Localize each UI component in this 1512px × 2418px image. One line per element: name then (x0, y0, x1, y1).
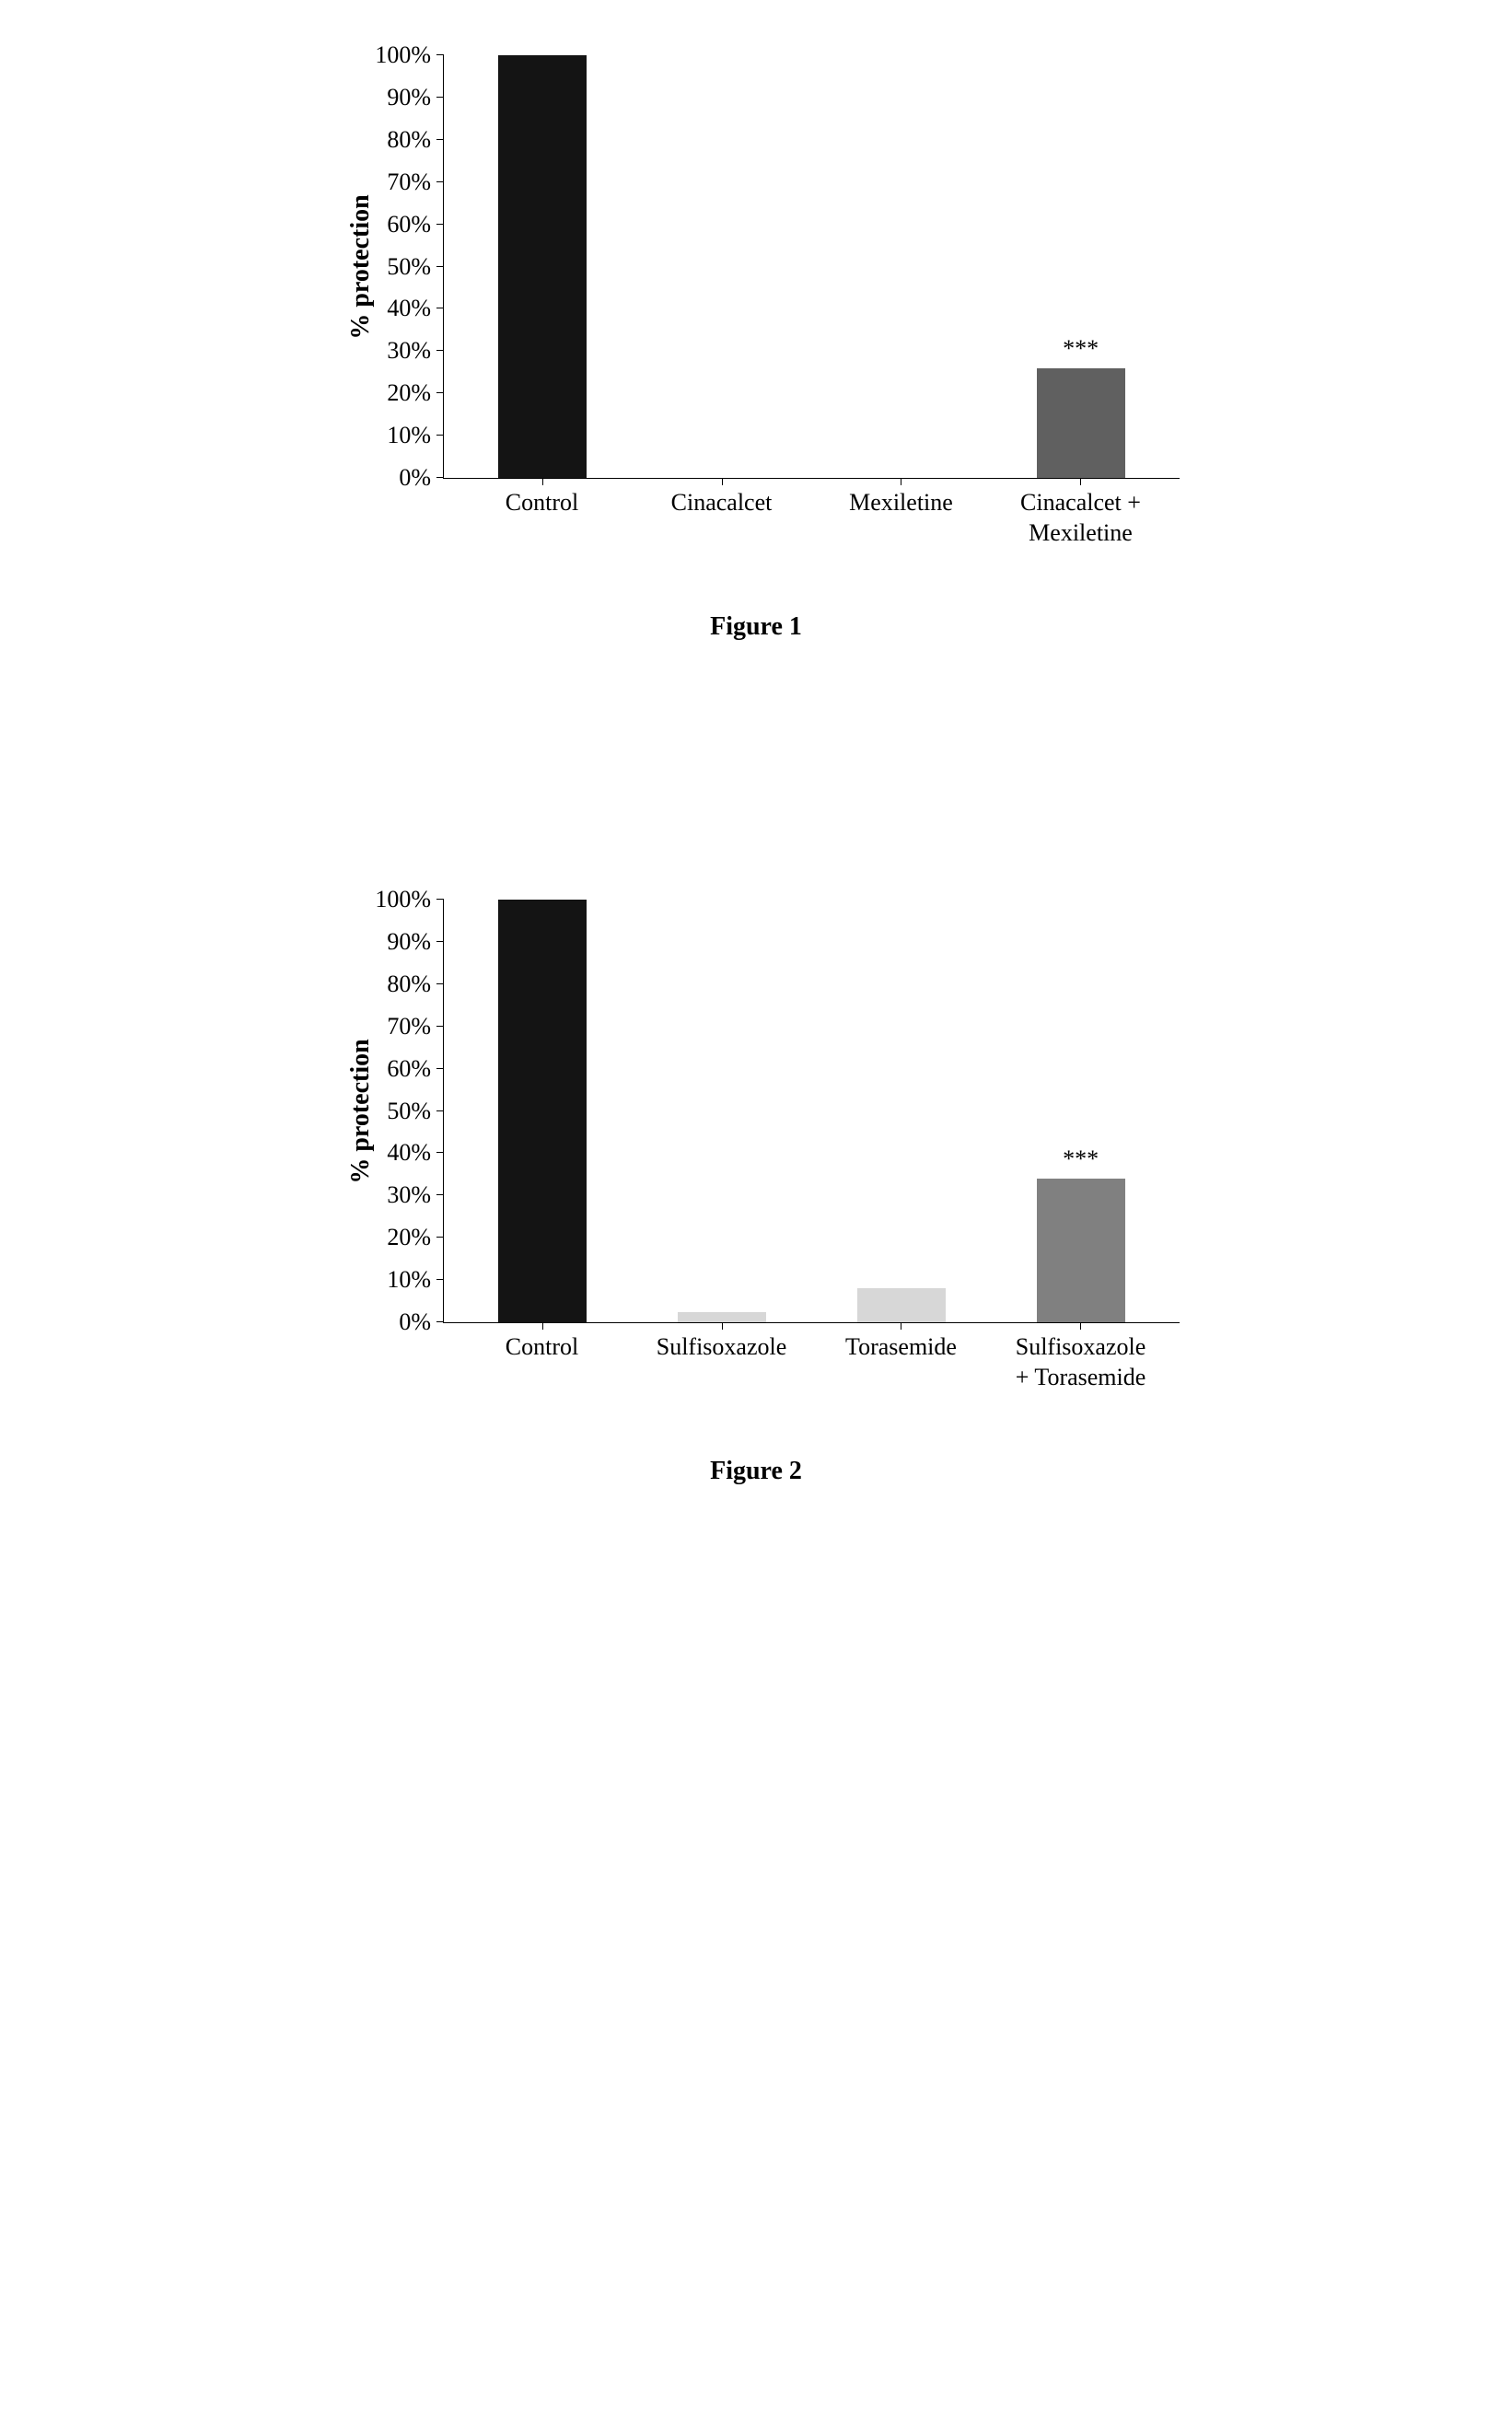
x-axis-label: Sulfisoxazole (632, 1323, 811, 1392)
y-tick-label: 80% (387, 126, 431, 154)
x-axis-label: Torasemide (811, 1323, 991, 1392)
x-tick-row (444, 478, 1180, 485)
y-tick-label: 100% (375, 886, 431, 913)
x-tick (542, 1322, 543, 1330)
figure-block: % protection 0% 10% 20% 30% 40% 50% 60% 70% 80% 90… (110, 900, 1402, 1486)
bars-container: *** (444, 900, 1180, 1322)
y-tick-label: 70% (387, 169, 431, 196)
bar-slot (633, 55, 812, 478)
y-tick (436, 139, 444, 140)
significance-marker: *** (1063, 1145, 1099, 1173)
bar: *** (1037, 1179, 1125, 1322)
y-tick (436, 435, 444, 436)
y-tick (436, 350, 444, 351)
y-tick (436, 1068, 444, 1069)
y-tick (436, 266, 444, 267)
bar-slot: *** (991, 900, 1170, 1322)
x-axis-label: Control (452, 1323, 632, 1392)
y-tick-label: 20% (387, 1224, 431, 1251)
y-axis-label: % protection (346, 1039, 376, 1183)
x-tick (1080, 478, 1081, 485)
y-tick (436, 477, 444, 478)
bars-container: *** (444, 55, 1180, 478)
y-tick (436, 392, 444, 393)
y-tick-label: 50% (387, 253, 431, 281)
x-tick-row (444, 1322, 1180, 1330)
x-axis-label: Cinacalcet +Mexiletine (991, 479, 1170, 548)
y-tick-label: 10% (387, 422, 431, 449)
bar (498, 900, 587, 1322)
bar-slot (453, 900, 633, 1322)
y-tick-label: 10% (387, 1266, 431, 1294)
y-tick (436, 1152, 444, 1153)
y-tick-label: 0% (399, 464, 431, 492)
figure-caption: Figure 1 (110, 612, 1402, 642)
y-tick (436, 1237, 444, 1238)
x-labels-row: ControlCinacalcetMexiletineCinacalcet +M… (443, 479, 1180, 548)
y-tick (436, 941, 444, 942)
y-tick-label: 0% (399, 1308, 431, 1336)
y-tick (436, 1279, 444, 1280)
y-tick (436, 181, 444, 182)
y-tick-label: 30% (387, 337, 431, 365)
y-tick-label: 90% (387, 928, 431, 956)
y-tick-label: 80% (387, 971, 431, 998)
y-tick-label: 60% (387, 211, 431, 238)
y-tick (436, 1194, 444, 1195)
y-axis-label: % protection (346, 194, 376, 339)
bar (498, 55, 587, 478)
bar-slot (812, 900, 992, 1322)
bar-chart: % protection 0% 10% 20% 30% 40% 50% 60% 70% 80% 90… (332, 55, 1180, 548)
x-tick (542, 478, 543, 485)
bar-slot (633, 900, 812, 1322)
bar (857, 1288, 946, 1322)
y-tick (436, 97, 444, 98)
y-tick-label: 100% (375, 41, 431, 69)
x-axis-label: Cinacalcet (632, 479, 811, 548)
y-tick-label: 60% (387, 1055, 431, 1083)
y-tick-label: 40% (387, 295, 431, 322)
x-axis-label: Control (452, 479, 632, 548)
y-tick (436, 1110, 444, 1111)
y-tick (436, 899, 444, 900)
x-axis-label: Mexiletine (811, 479, 991, 548)
bar (678, 1312, 766, 1322)
bar: *** (1037, 368, 1125, 478)
x-labels-row: ControlSulfisoxazoleTorasemideSulfisoxaz… (443, 1323, 1180, 1392)
y-tick-label: 30% (387, 1181, 431, 1209)
plot-area: % protection0%10%20%30%40%50%60%70%80%90… (443, 900, 1180, 1323)
bar-slot: *** (991, 55, 1170, 478)
y-tick-label: 20% (387, 379, 431, 407)
x-tick (722, 478, 723, 485)
figure-caption: Figure 2 (110, 1457, 1402, 1486)
y-tick (436, 1321, 444, 1322)
figure-block: % protection 0% 10% 20% 30% 40% 50% 60% 70% 80% 90… (110, 55, 1402, 642)
y-tick (436, 1026, 444, 1027)
y-tick (436, 54, 444, 55)
y-tick (436, 224, 444, 225)
y-tick-label: 90% (387, 84, 431, 111)
y-tick (436, 983, 444, 984)
bar-chart: % protection 0% 10% 20% 30% 40% 50% 60% 70% 80% 90… (332, 900, 1180, 1392)
y-tick-label: 40% (387, 1139, 431, 1167)
significance-marker: *** (1063, 335, 1099, 363)
bar-slot (812, 55, 992, 478)
plot-area: % protection0%10%20%30%40%50%60%70%80%90… (443, 55, 1180, 479)
x-tick (722, 1322, 723, 1330)
x-axis-label: Sulfisoxazole+ Torasemide (991, 1323, 1170, 1392)
x-tick (1080, 1322, 1081, 1330)
y-tick-label: 70% (387, 1013, 431, 1040)
bar-slot (453, 55, 633, 478)
y-tick-label: 50% (387, 1098, 431, 1125)
